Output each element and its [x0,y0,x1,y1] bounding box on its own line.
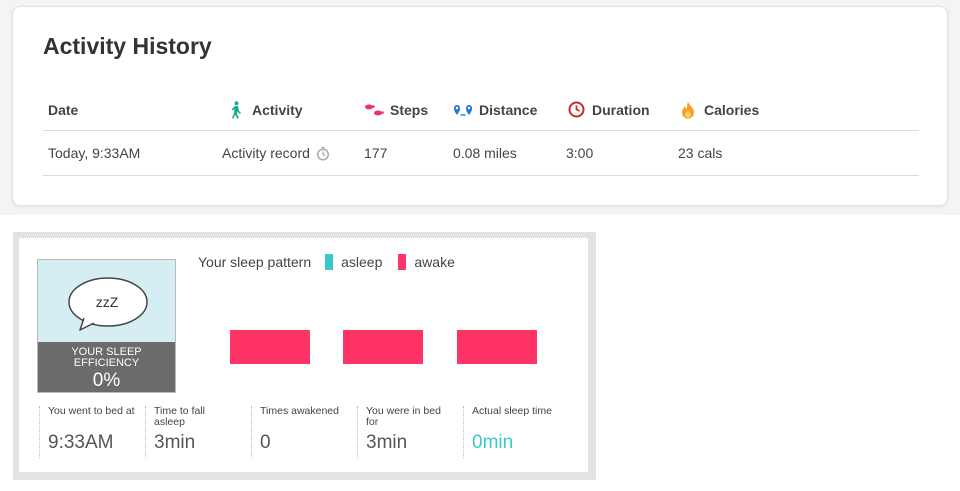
column-header-calories[interactable]: Calories [678,89,759,130]
table-header-row: Date Activity Steps [43,89,919,131]
legend-label-awake: awake [414,254,455,270]
stat-value: 3min [366,432,408,453]
legend-title: Your sleep pattern [198,254,312,270]
sleep-pattern-bar [457,330,537,364]
flame-icon [678,101,698,119]
stopwatch-icon [316,146,330,161]
sleep-efficiency-box: zzZ YOUR SLEEP EFFICIENCY 0% [37,259,176,393]
stat-actual-sleep-time: Actual sleep time 0min [463,406,572,458]
table-row[interactable]: Today, 9:33AM Activity record 177 0.08 m… [43,131,919,176]
stat-value: 0min [472,432,514,453]
cell-steps: 177 [364,145,388,161]
stat-time-to-fall-asleep: Time to fall asleep 3min [145,406,234,458]
activity-history-title: Activity History [43,33,212,59]
cell-activity: Activity record [222,131,330,175]
stat-value: 0 [260,432,271,453]
sleep-panel: zzZ YOUR SLEEP EFFICIENCY 0% Your sleep … [13,232,596,480]
column-header-distance[interactable]: Distance [453,89,537,130]
column-header-activity[interactable]: Activity [226,89,303,130]
sleep-pattern-legend: Your sleep pattern asleep awake [198,253,455,271]
column-header-date[interactable]: Date [48,101,79,118]
sleep-pattern-bar [343,330,423,364]
stat-bed-time: You went to bed at 9:33AM [39,406,138,458]
activity-table: Date Activity Steps [43,89,919,176]
cell-duration: 3:00 [566,145,594,161]
activity-history-section: Activity History Date Activity Steps [0,0,960,215]
footprints-icon [364,101,384,119]
sleep-efficiency-label: YOUR SLEEP EFFICIENCY [71,346,142,369]
walking-person-icon [226,100,246,119]
sleep-bubble-area: zzZ [38,260,175,342]
stat-times-awakened: Times awakened 0 [251,406,360,458]
bubble-text: zzZ [96,294,119,310]
sleep-panel-body: zzZ YOUR SLEEP EFFICIENCY 0% Your sleep … [19,237,588,472]
column-header-duration[interactable]: Duration [566,89,650,130]
stat-time-in-bed: You were in bed for 3min [357,406,451,458]
sleep-pattern-bar [230,330,310,364]
legend-swatch-asleep [325,254,334,270]
speech-bubble-icon: zzZ [68,277,148,331]
stat-value: 9:33AM [48,432,114,453]
distance-pins-icon [453,101,473,119]
activity-history-card: Activity History Date Activity Steps [12,6,948,206]
sleep-stats: You went to bed at 9:33AM Time to fall a… [39,406,569,461]
cell-date: Today, 9:33AM [48,145,141,161]
stat-value: 3min [154,432,196,453]
sleep-efficiency-value: 0% [92,370,121,391]
cell-calories: 23 cals [678,145,723,161]
column-header-steps[interactable]: Steps [364,89,428,130]
cell-distance: 0.08 miles [453,145,517,161]
legend-label-asleep: asleep [341,254,383,270]
clock-icon [566,101,586,119]
sleep-efficiency-summary: YOUR SLEEP EFFICIENCY 0% [38,342,175,392]
legend-swatch-awake [398,254,407,270]
